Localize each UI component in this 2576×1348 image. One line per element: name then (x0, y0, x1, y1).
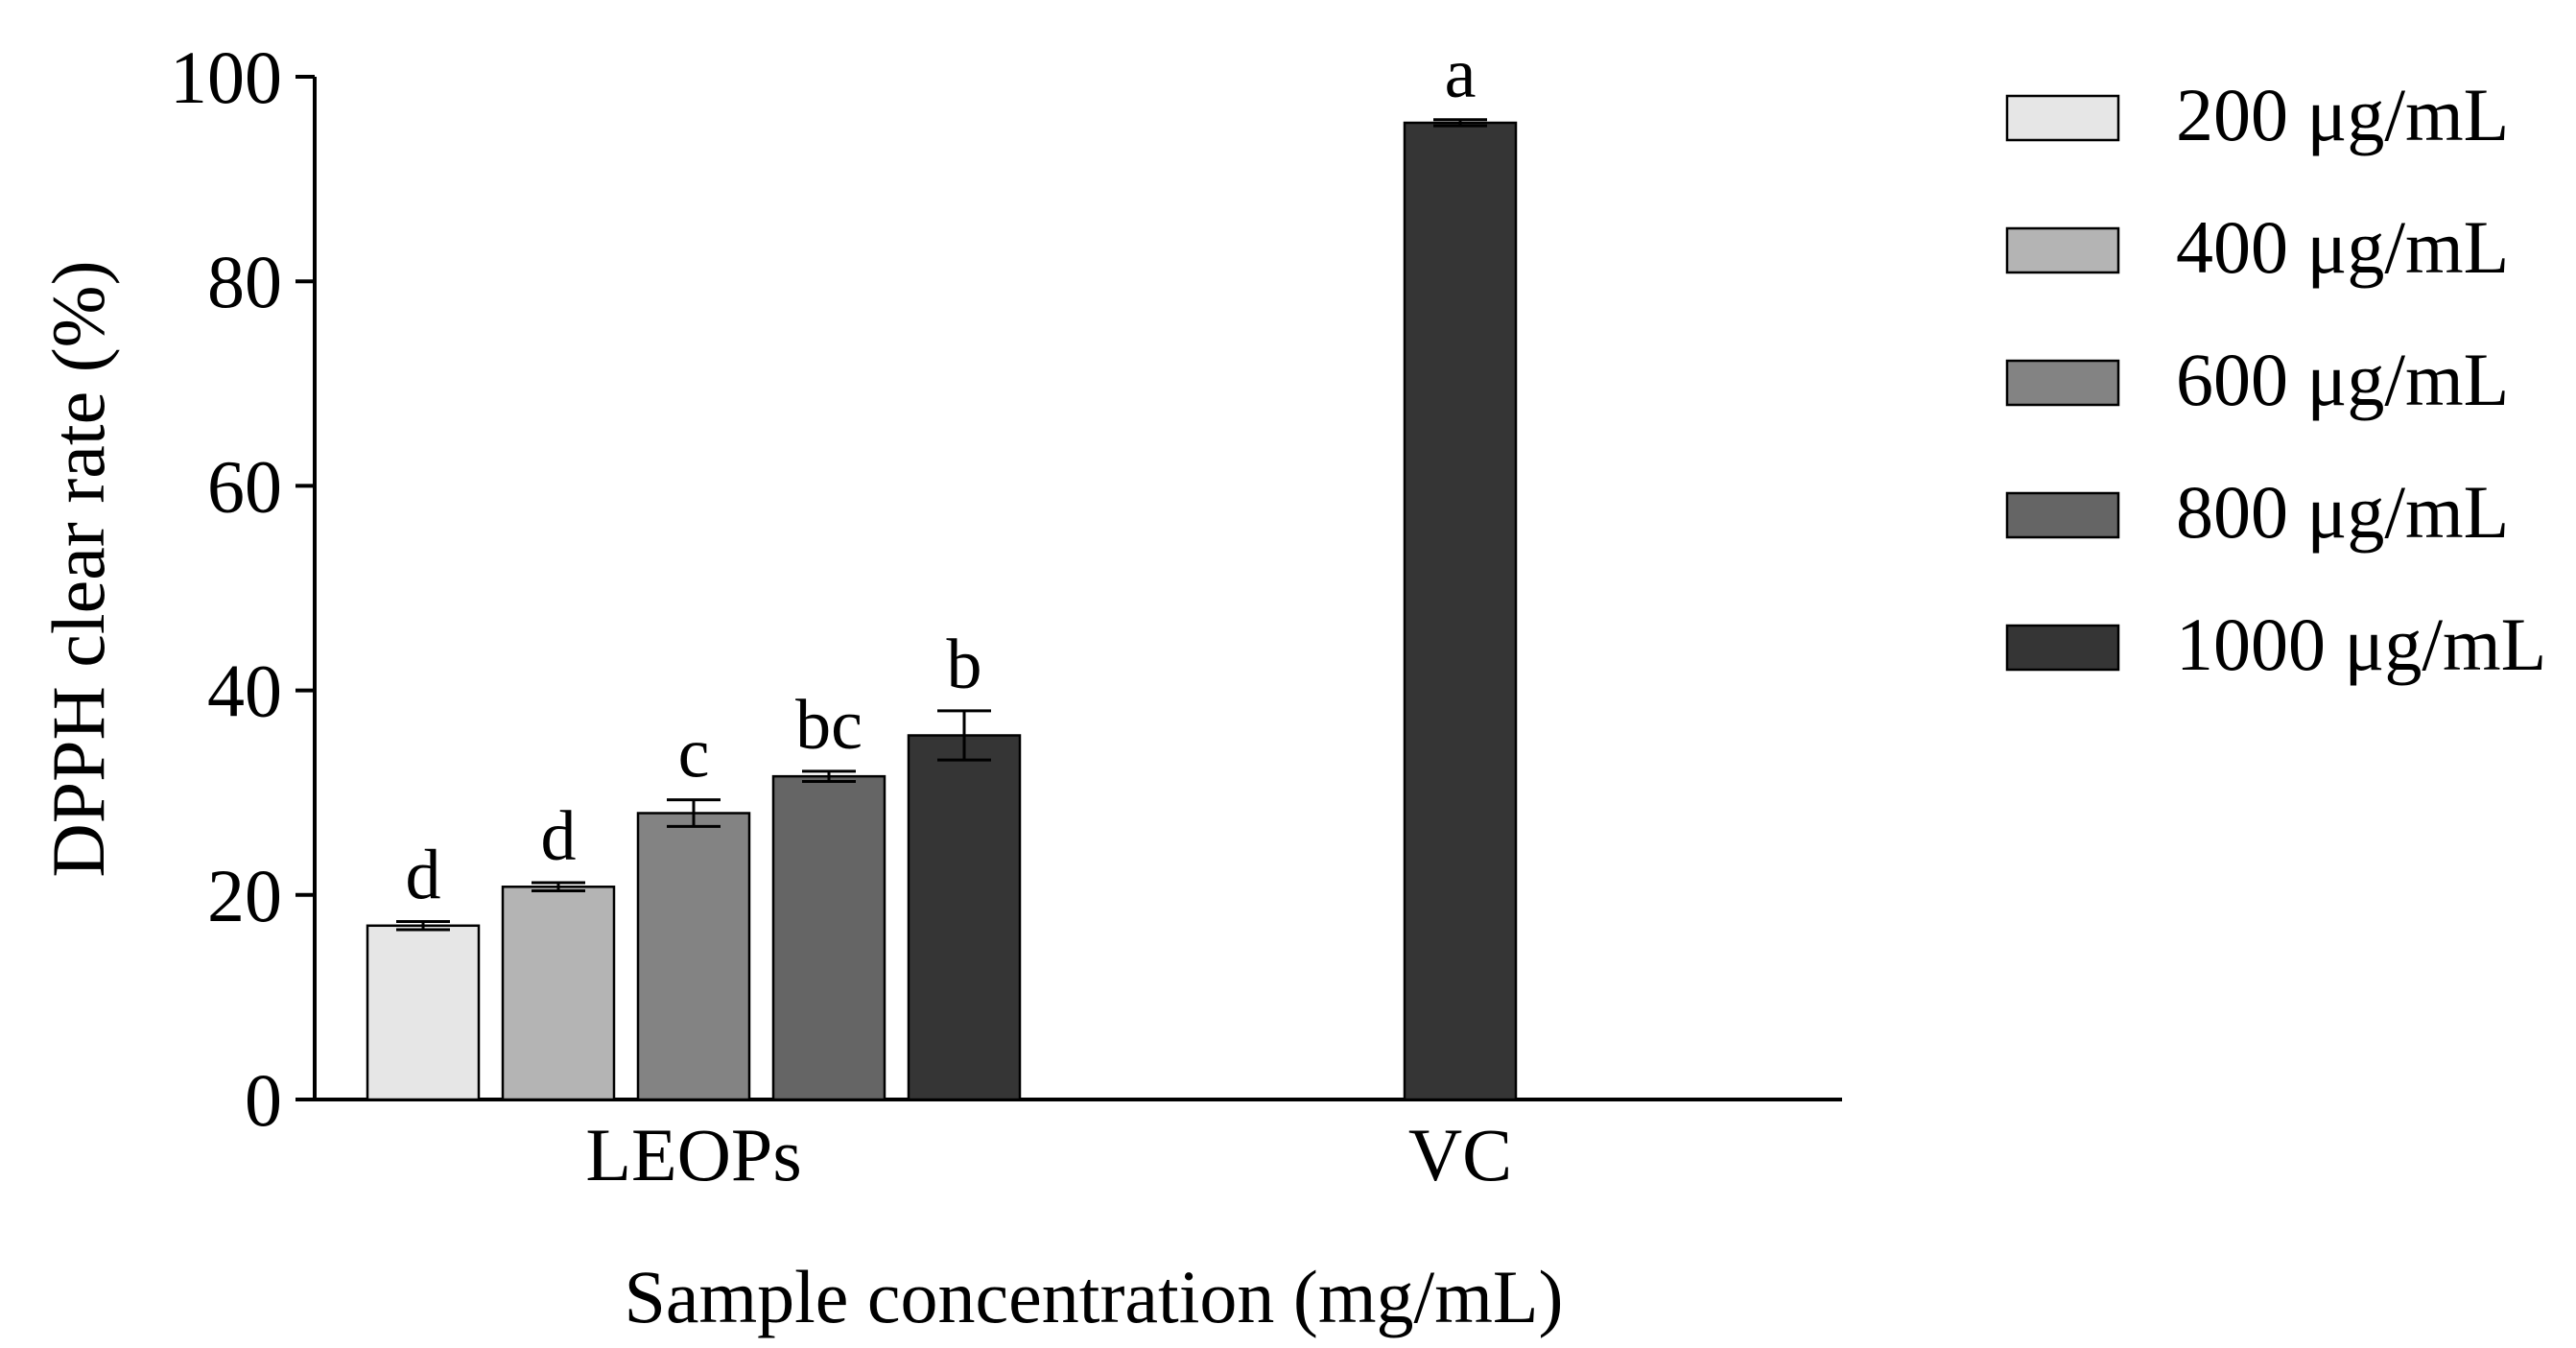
legend-swatch (2005, 226, 2120, 274)
significance-letter: d (406, 837, 441, 915)
significance-letter: c (678, 715, 710, 793)
bar-vc-1000 (1403, 121, 1518, 1101)
legend-label: 200 μg/mL (2176, 73, 2509, 156)
significance-letter: b (947, 626, 982, 704)
legend-swatch (2005, 491, 2120, 539)
axes: 0 20 40 60 80 100 DPPH clear rate (%) Sample co… (36, 35, 1842, 1338)
bar-leops-1000 (907, 734, 1022, 1101)
y-tick-label: 0 (245, 1058, 282, 1142)
legend-swatch (2005, 624, 2120, 672)
significance-letter: bc (795, 686, 863, 765)
y-tick-label: 60 (207, 444, 282, 528)
significance-letter: d (541, 797, 577, 876)
bar-leops-800 (771, 774, 886, 1101)
legend-label: 400 μg/mL (2176, 205, 2509, 289)
x-category-label: VC (1408, 1113, 1512, 1196)
x-axis-title: Sample concentration (mg/mL) (624, 1255, 1563, 1338)
legend-label: 600 μg/mL (2176, 338, 2509, 421)
x-category-label: LEOPs (585, 1113, 801, 1196)
bar-leops-400 (501, 886, 616, 1101)
y-tick-label: 40 (207, 650, 282, 733)
legend-label: 1000 μg/mL (2176, 603, 2546, 686)
bar-leops-200 (366, 924, 481, 1101)
y-tick-label: 20 (207, 854, 282, 937)
legend-swatch (2005, 94, 2120, 142)
legend: 200 μg/mL 400 μg/mL 600 μg/mL 800 μg/mL 1000… (2005, 73, 2546, 686)
labels: d d c bc b a LEOPs VC (406, 35, 1513, 1196)
y-tick-label: 100 (170, 35, 282, 119)
bars (366, 118, 1518, 1101)
legend-swatch (2005, 359, 2120, 407)
y-axis-title: DPPH clear rate (%) (36, 260, 120, 877)
legend-label: 800 μg/mL (2176, 470, 2509, 554)
bar-leops-600 (636, 812, 751, 1101)
y-tick-label: 80 (207, 240, 282, 323)
significance-letter: a (1445, 35, 1477, 113)
